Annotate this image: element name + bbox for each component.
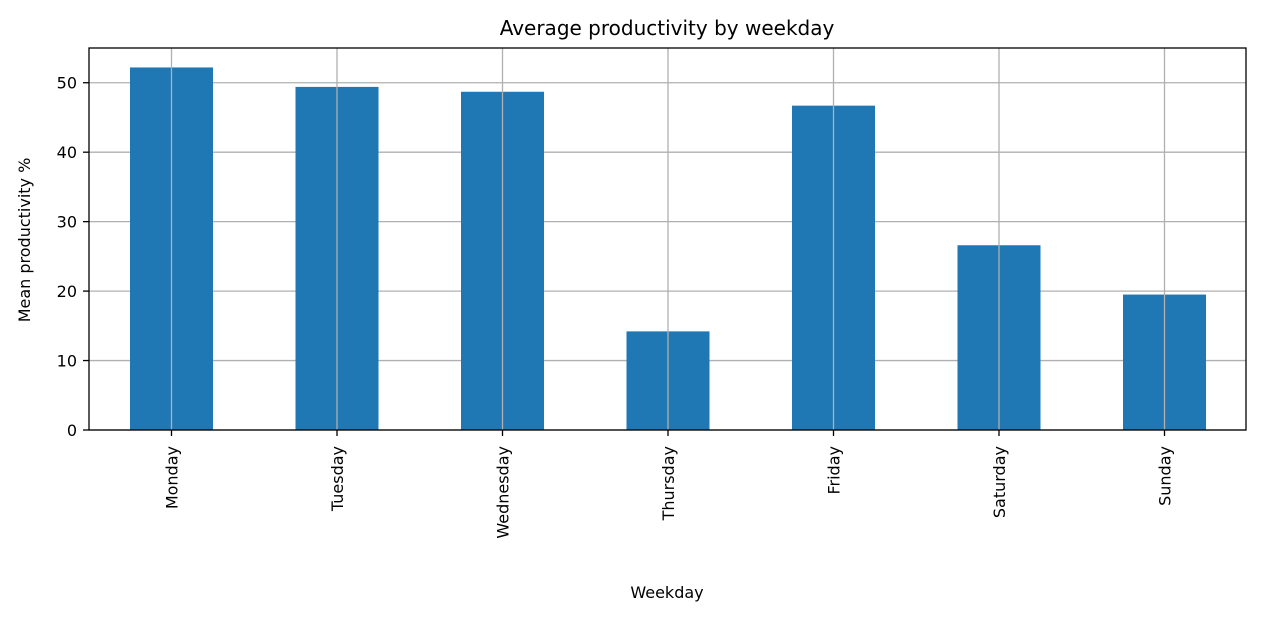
y-axis-label: Mean productivity % (15, 158, 34, 323)
x-tick-label-monday: Monday (163, 446, 182, 509)
x-tick-label-sunday: Sunday (1156, 446, 1175, 506)
x-tick-label-tuesday: Tuesday (328, 446, 347, 512)
chart-title: Average productivity by weekday (500, 16, 835, 40)
y-tick-label-2: 20 (57, 282, 77, 301)
y-tick-label-3: 30 (57, 213, 77, 232)
x-grid-lines (170, 48, 1166, 430)
y-tick-label-5: 50 (57, 74, 77, 93)
x-axis-label: Weekday (630, 583, 703, 602)
y-tick-label-4: 40 (57, 143, 77, 162)
y-tick-label-1: 10 (57, 352, 77, 371)
x-tick-label-saturday: Saturday (990, 446, 1009, 518)
y-tick-label-0: 0 (67, 421, 77, 440)
y-axis: 0 10 20 30 40 50 (57, 74, 89, 440)
x-tick-label-wednesday: Wednesday (494, 446, 513, 539)
x-tick-label-friday: Friday (825, 446, 844, 495)
x-tick-label-thursday: Thursday (659, 446, 678, 521)
x-axis: Monday Tuesday Wednesday Thursday Friday Satu… (163, 430, 1175, 539)
